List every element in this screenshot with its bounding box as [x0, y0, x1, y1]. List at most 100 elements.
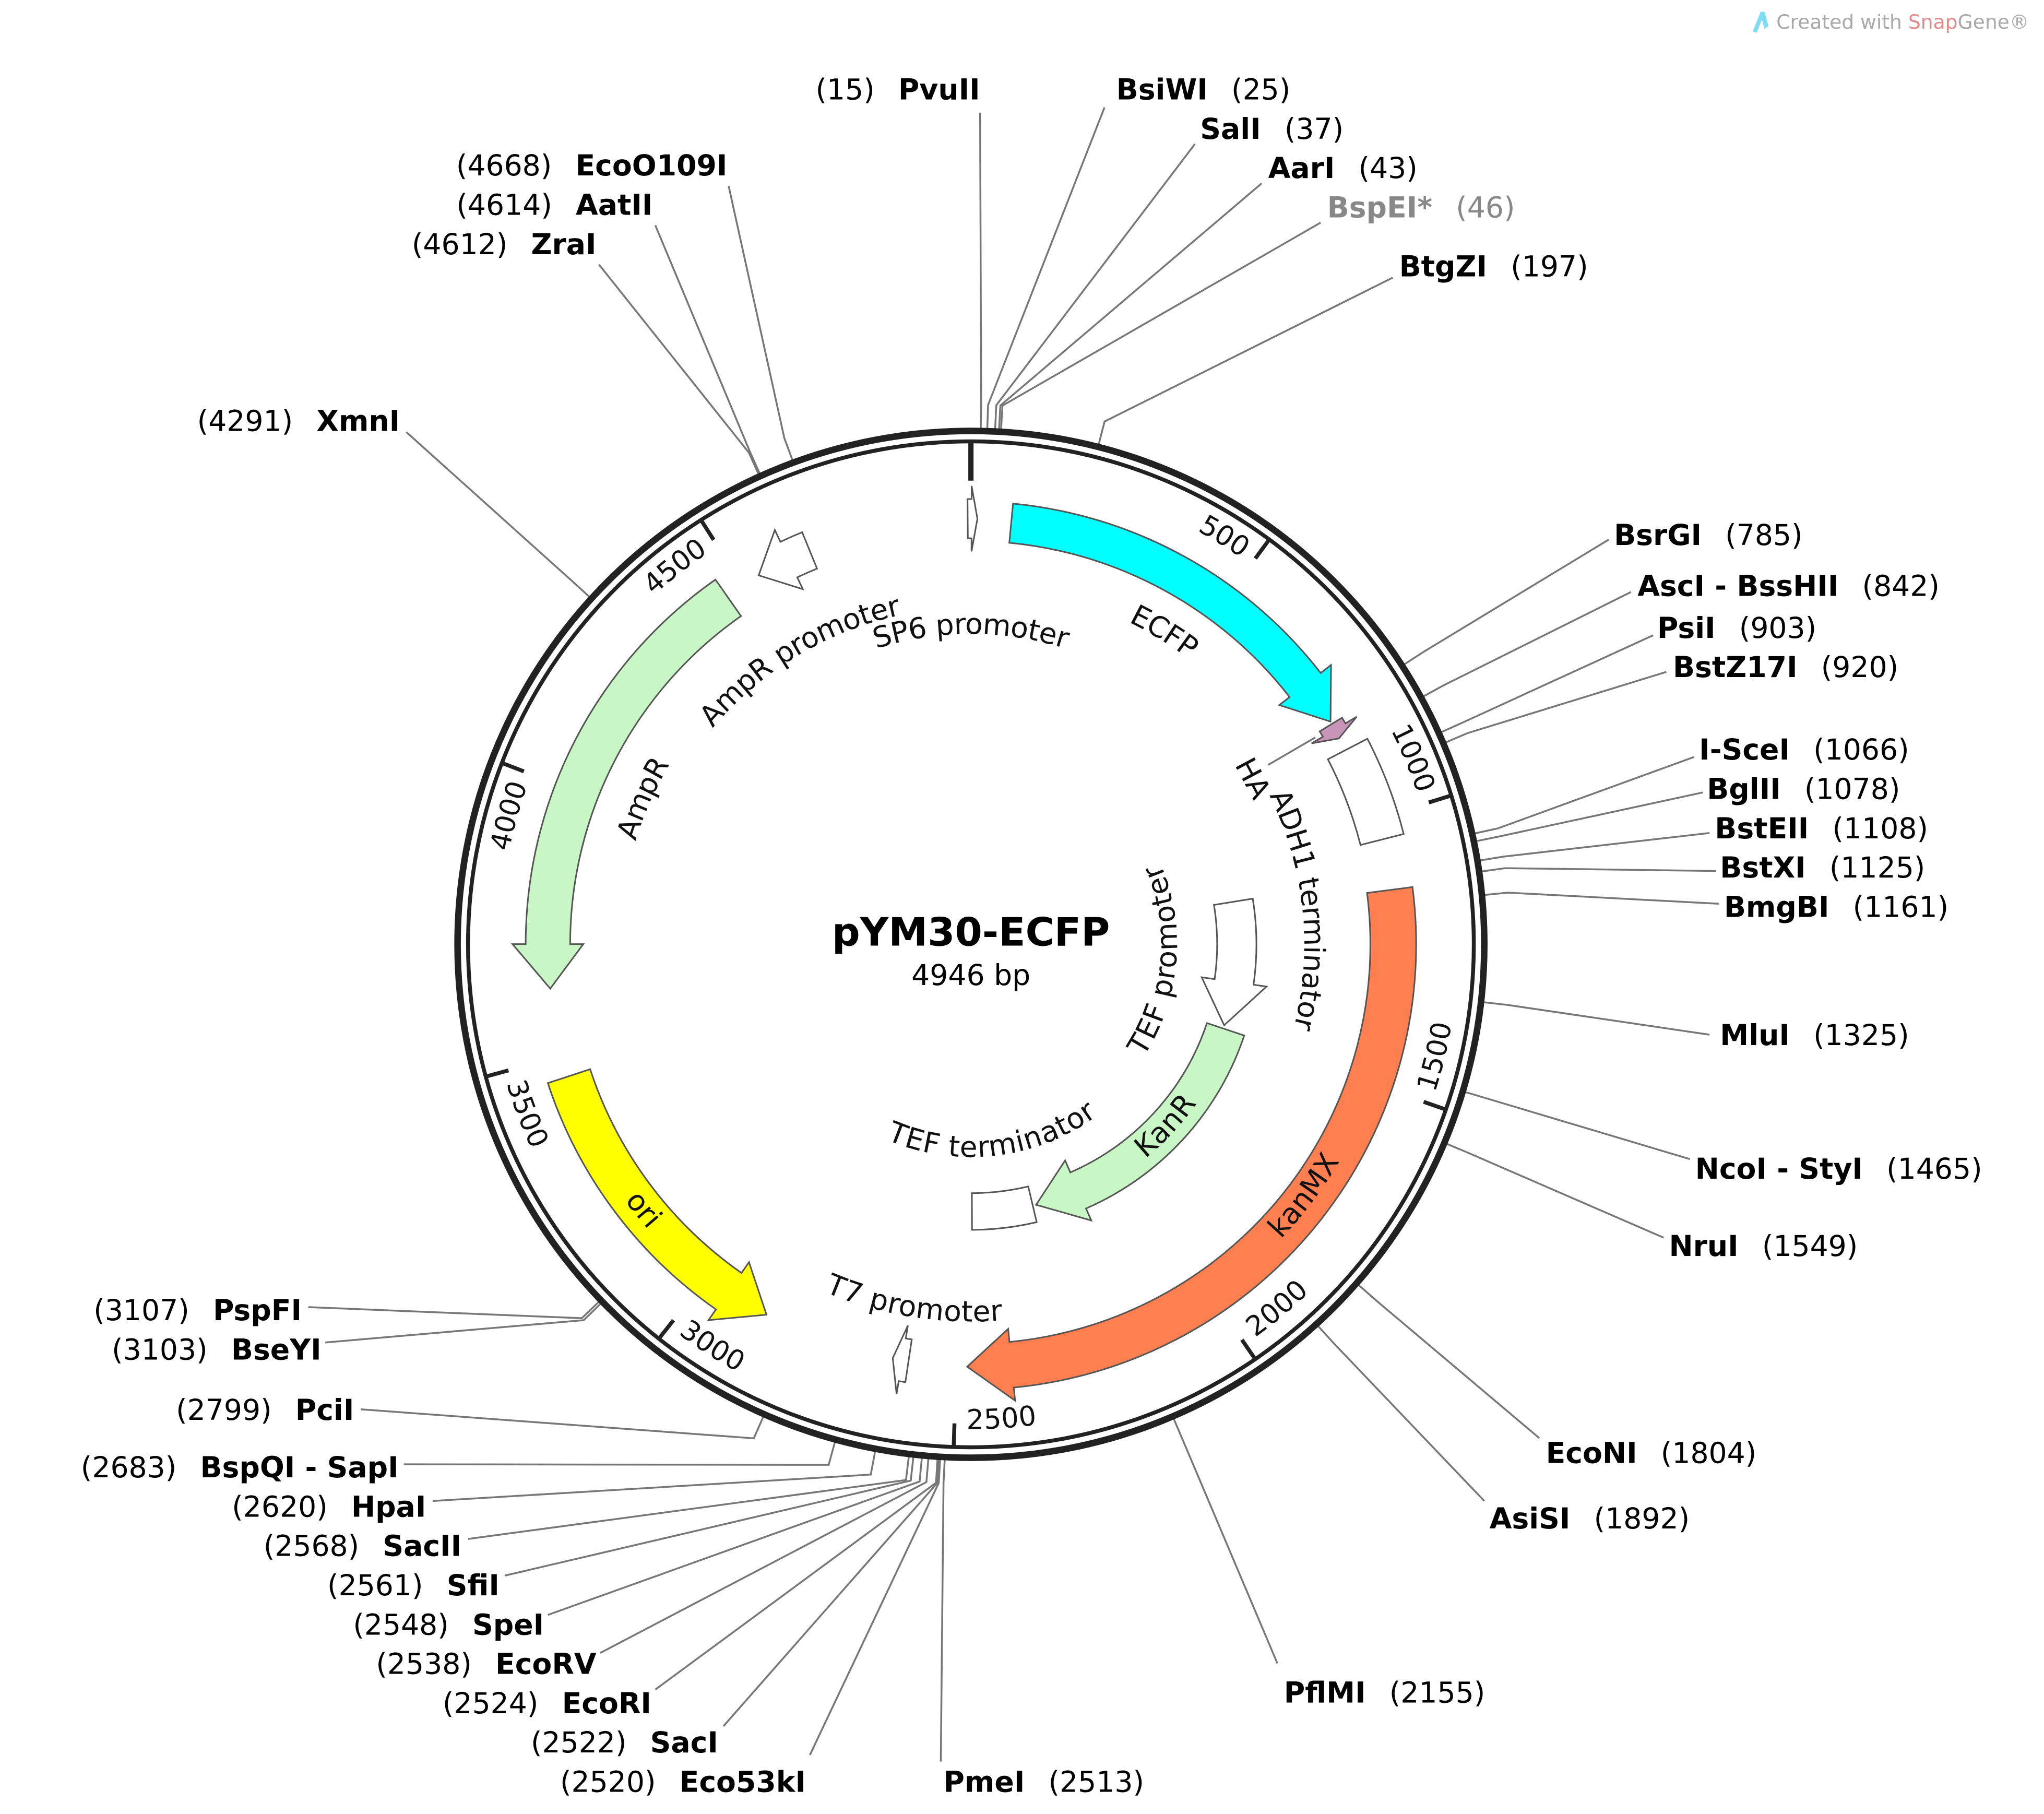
enzyme-leader-line — [1473, 791, 1704, 843]
tick-mark — [485, 1068, 509, 1079]
enzyme-position: (2548) — [353, 1608, 472, 1642]
enzyme-site-bspqi-sapi[interactable]: (2683) BspQI - SapI — [81, 1451, 399, 1485]
enzyme-site-econi[interactable]: EcoNI (1804) — [1546, 1437, 1757, 1471]
feature-t7-promoter[interactable] — [892, 1325, 913, 1394]
enzyme-site-aari[interactable]: AarI (43) — [1268, 152, 1418, 185]
enzyme-site-aatii[interactable]: (4614) AatII — [456, 188, 652, 222]
enzyme-leader-line — [1097, 277, 1393, 447]
enzyme-position: (2799) — [176, 1394, 295, 1427]
enzyme-site-i-scei[interactable]: I-SceI (1066) — [1699, 733, 1909, 767]
enzyme-position: (1108) — [1809, 812, 1928, 846]
enzyme-name: AarI — [1268, 152, 1335, 185]
feature-tef-terminator[interactable] — [971, 1185, 1038, 1231]
feature-kanmx[interactable] — [966, 886, 1417, 1403]
enzyme-name: ZraI — [531, 228, 597, 262]
enzyme-name: HpaI — [351, 1490, 426, 1524]
feature-label-tef-terminator: TEF terminator — [883, 1094, 1102, 1165]
enzyme-leader-line — [979, 112, 982, 431]
enzyme-name: PspFI — [213, 1294, 302, 1327]
feature-ha[interactable] — [1311, 716, 1358, 744]
enzyme-site-pspfi[interactable]: (3107) PspFI — [93, 1294, 302, 1327]
enzyme-site-sali[interactable]: SalI (37) — [1200, 113, 1344, 146]
features — [510, 485, 1417, 1403]
enzyme-site-btgzi[interactable]: BtgZI (197) — [1399, 250, 1588, 283]
enzyme-position: (920) — [1798, 651, 1899, 684]
enzyme-site-ecorv[interactable]: (2538) EcoRV — [376, 1648, 596, 1681]
enzyme-leader-line — [728, 185, 794, 463]
enzyme-name: PciI — [295, 1394, 354, 1427]
enzyme-site-ecori[interactable]: (2524) EcoRI — [443, 1687, 651, 1721]
enzyme-name: BseYI — [231, 1333, 322, 1367]
enzyme-name: MluI — [1720, 1019, 1790, 1052]
enzyme-leader-line — [504, 1454, 915, 1577]
enzyme-leader-line — [308, 1299, 602, 1319]
enzyme-site-bglii[interactable]: BglII (1078) — [1707, 773, 1900, 807]
enzyme-name: BstEII — [1715, 812, 1809, 846]
enzyme-name: AsiSI — [1490, 1502, 1571, 1536]
enzyme-position: (46) — [1432, 191, 1515, 224]
enzyme-site-bseyi[interactable]: (3103) BseYI — [112, 1333, 322, 1367]
feature-ori[interactable] — [546, 1068, 768, 1321]
enzyme-leader-line — [548, 1455, 923, 1616]
enzyme-site-hpai[interactable]: (2620) HpaI — [232, 1490, 426, 1524]
enzyme-site-ncoi-styi[interactable]: NcoI - StyI (1465) — [1695, 1153, 1982, 1186]
feature-label-t7-promoter: T7 promoter — [822, 1267, 1004, 1329]
enzyme-name: AatII — [576, 188, 652, 222]
enzyme-site-eco53ki[interactable]: (2520) Eco53kI — [560, 1765, 806, 1799]
enzyme-leader-line — [403, 1439, 837, 1466]
feature-tef-promoter[interactable] — [1200, 897, 1268, 1027]
enzyme-site-pvuii[interactable]: (15) PvuII — [816, 74, 980, 107]
map-center-title: pYM30-ECFP 4946 bp — [832, 909, 1110, 992]
enzyme-leader-line — [655, 1456, 939, 1691]
enzyme-site-sfii[interactable]: (2561) SfiI — [327, 1569, 500, 1603]
enzyme-site-bmgbi[interactable]: BmgBI (1161) — [1724, 891, 1948, 924]
enzyme-leader-line — [1420, 591, 1632, 699]
enzyme-name: SfiI — [447, 1569, 500, 1603]
enzyme-site-bspei[interactable]: BspEI* (46) — [1327, 191, 1515, 224]
enzyme-site-xmni[interactable]: (4291) XmnI — [197, 405, 400, 438]
enzyme-name: EcoRI — [562, 1687, 651, 1721]
enzyme-site-sacii[interactable]: (2568) SacII — [264, 1530, 461, 1563]
watermark-text: Created with SnapGene® — [1776, 10, 2029, 33]
enzyme-site-psii[interactable]: PsiI (903) — [1657, 612, 1816, 645]
enzyme-leader-line — [1463, 1090, 1691, 1160]
enzyme-name: BspQI - SapI — [200, 1451, 398, 1485]
enzyme-site-spei[interactable]: (2548) SpeI — [353, 1608, 544, 1642]
enzyme-site-saci[interactable]: (2522) SacI — [531, 1726, 718, 1760]
feature-ecfp[interactable] — [1008, 503, 1332, 723]
feature-ampr[interactable] — [510, 578, 742, 990]
enzyme-site-asisi[interactable]: AsiSI (1892) — [1490, 1502, 1690, 1536]
enzyme-position: (43) — [1335, 152, 1417, 185]
enzyme-site-pcii[interactable]: (2799) PciI — [176, 1394, 354, 1427]
enzyme-leader-line — [998, 182, 1263, 432]
enzyme-site-pflmi[interactable]: PflMI (2155) — [1284, 1677, 1485, 1710]
feature-sp6-promoter[interactable] — [967, 485, 979, 552]
enzyme-leader-line — [1472, 756, 1694, 835]
enzyme-name: BsiWI — [1116, 74, 1208, 107]
enzyme-site-mlui[interactable]: MluI (1325) — [1720, 1019, 1909, 1052]
enzyme-site-bsiwi[interactable]: BsiWI (25) — [1116, 74, 1291, 107]
enzyme-leader-line — [654, 224, 762, 477]
enzyme-leader-line — [940, 1457, 946, 1762]
enzyme-site-nrui[interactable]: NruI (1549) — [1669, 1230, 1858, 1263]
enzyme-site-zrai[interactable]: (4612) ZraI — [412, 228, 597, 262]
enzyme-position: (197) — [1487, 250, 1588, 283]
enzyme-site-bsrgi[interactable]: BsrGI (785) — [1614, 519, 1803, 552]
enzyme-site-asci-bsshii[interactable]: AscI - BssHII (842) — [1637, 570, 1940, 603]
enzyme-site-bstxi[interactable]: BstXI (1125) — [1720, 851, 1925, 885]
enzyme-site-bstz17i[interactable]: BstZ17I (920) — [1673, 651, 1898, 684]
feature-ampr-promoter[interactable] — [757, 528, 818, 591]
feature-kanr[interactable] — [1035, 1022, 1245, 1222]
enzyme-site-ecoo109i[interactable]: (4668) EcoO109I — [456, 149, 728, 183]
snapgene-logo-icon — [1753, 11, 1769, 33]
enzyme-site-pmei[interactable]: PmeI (2513) — [943, 1765, 1144, 1799]
enzyme-leader-line — [325, 1301, 603, 1344]
enzyme-name: BtgZI — [1399, 250, 1488, 283]
tick-mark — [1253, 538, 1271, 560]
enzyme-name: BspEI* — [1327, 191, 1433, 224]
enzyme-name: NruI — [1669, 1230, 1738, 1263]
enzyme-position: (2620) — [232, 1490, 351, 1524]
enzyme-name: PsiI — [1657, 612, 1716, 645]
feature-adh1-terminator[interactable] — [1326, 738, 1405, 846]
enzyme-site-bsteii[interactable]: BstEII (1108) — [1715, 812, 1928, 846]
